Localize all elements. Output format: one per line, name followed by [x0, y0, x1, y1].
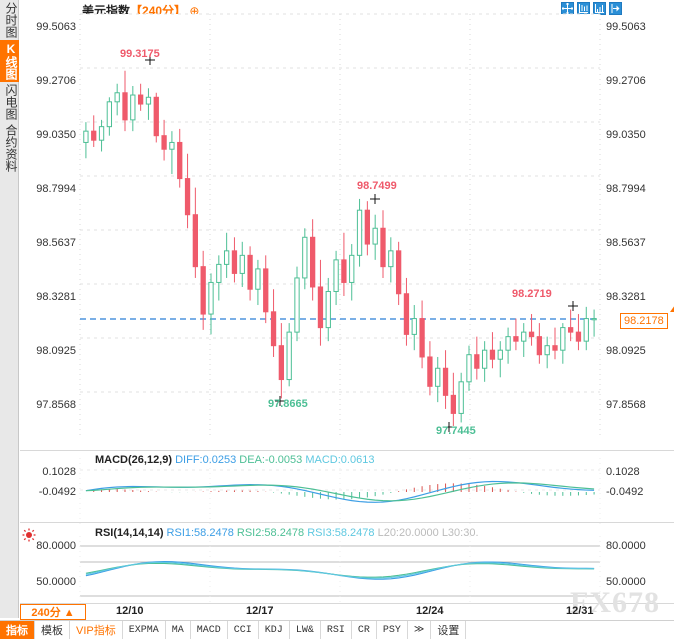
bottom-item-ma[interactable]: MA	[166, 621, 191, 639]
price-axis-right-label: 98.0925	[606, 345, 646, 357]
bottom-item-lwr[interactable]: LW&	[290, 621, 321, 639]
low-marker-1	[275, 396, 285, 406]
chart-align-icon[interactable]	[593, 2, 606, 15]
price-axis-left-label: 98.5637	[36, 237, 76, 249]
price-chart-plot[interactable]	[20, 0, 674, 450]
date-label: 12/10	[116, 605, 144, 617]
bottom-item-settings[interactable]: 设置	[431, 621, 467, 639]
add-indicator-icon[interactable]: ⊕	[189, 4, 200, 18]
price-axis-right-label: 99.5063	[606, 21, 646, 33]
annotation-high-2: 98.7499	[357, 180, 397, 192]
rsi-l30-value: L30:30.	[441, 527, 479, 539]
high-marker-2	[370, 194, 380, 204]
bottom-item-vip-indicator[interactable]: VIP指标	[70, 621, 123, 639]
date-label: 12/24	[416, 605, 444, 617]
macd-name: MACD(26,12,9)	[95, 454, 173, 466]
annotation-high-1: 99.3175	[120, 48, 160, 60]
brightness-sun-icon[interactable]	[22, 528, 36, 542]
sidebar-item-lightning-chart[interactable]: 闪电图	[4, 84, 18, 120]
chart-toolbar	[561, 2, 622, 15]
macd-axis-left-label: -0.0492	[38, 486, 76, 498]
sidebar-item-contract-info[interactable]: 合约资料	[4, 124, 18, 172]
macd-axis-right-label: 0.1028	[606, 466, 640, 478]
chart-expand-icon[interactable]	[609, 2, 622, 15]
bottom-item-kdj[interactable]: KDJ	[259, 621, 290, 639]
annotation-low-2: 97.7445	[436, 425, 476, 437]
rsi-axis-right-label: 80.0000	[606, 540, 646, 552]
date-axis: 12/10 12/17 12/24 12/31	[20, 605, 674, 620]
bottom-toolbar: 指标 模板 VIP指标 EXPMA MA MACD CCI KDJ LW& RS…	[0, 620, 674, 639]
macd-axis-left-label: 0.1028	[42, 466, 76, 478]
macd-header: MACD(26,12,9) DIFF:0.0253 DEA:-0.0053 MA…	[95, 454, 374, 466]
price-axis-left-label: 99.2706	[36, 75, 76, 87]
bottom-item-psy[interactable]: PSY	[377, 621, 408, 639]
rsi2-value: RSI2:58.2478	[236, 527, 305, 539]
last-price-badge: 98.2178	[620, 313, 668, 329]
chart-container: 美元指数【240分】 ⊕	[20, 0, 674, 618]
price-axis-left-label: 97.8568	[36, 399, 76, 411]
bottom-item-indicator[interactable]: 指标	[0, 621, 35, 639]
crosshair-icon[interactable]	[561, 2, 574, 15]
price-axis-left-label: 98.7994	[36, 183, 76, 195]
bottom-item-macd[interactable]: MACD	[191, 621, 228, 639]
price-axis-right-label: 98.3281	[606, 291, 646, 303]
sidebar-item-time-chart[interactable]: 分时图	[4, 2, 18, 38]
rsi-plot[interactable]	[20, 522, 674, 604]
panel-divider	[20, 603, 674, 604]
bottom-item-cci[interactable]: CCI	[228, 621, 259, 639]
low-marker-2	[444, 422, 454, 432]
high-marker-3	[568, 301, 578, 311]
macd-diff-value: DIFF:0.0253	[175, 454, 237, 466]
macd-plot[interactable]	[20, 450, 674, 530]
rsi-axis-left-label: 80.0000	[36, 540, 76, 552]
price-axis-left-label: 99.0350	[36, 129, 76, 141]
date-label: 12/17	[246, 605, 274, 617]
chart-scale-icon[interactable]	[577, 2, 590, 15]
price-axis-left-label: 98.3281	[36, 291, 76, 303]
bottom-item-template[interactable]: 模板	[35, 621, 70, 639]
bottom-item-cr[interactable]: CR	[352, 621, 377, 639]
rsi-l20-value: L20:20.0000	[377, 527, 439, 539]
period-badge[interactable]: 240分 ▲	[20, 604, 86, 620]
high-marker-1	[145, 55, 155, 65]
macd-axis-right-label: -0.0492	[606, 486, 644, 498]
bottom-item-rsi[interactable]: RSI	[321, 621, 352, 639]
date-label: 12/31	[566, 605, 594, 617]
price-axis-right-label: 98.7994	[606, 183, 646, 195]
left-sidebar: 分时图 K线图 闪电图 合约资料	[0, 0, 19, 618]
annotation-high-3: 98.2719	[512, 288, 552, 300]
rsi-name: RSI(14,14,14)	[95, 527, 164, 539]
bottom-item-more[interactable]: ≫	[408, 621, 432, 639]
macd-hist-value: MACD:0.0613	[305, 454, 375, 466]
annotation-low-1: 97.8665	[268, 398, 308, 410]
rsi-axis-left-label: 50.0000	[36, 576, 76, 588]
price-axis-right-label: 99.0350	[606, 129, 646, 141]
price-axis-right-label: 97.8568	[606, 399, 646, 411]
macd-dea-value: DEA:-0.0053	[239, 454, 303, 466]
sidebar-item-kline-chart[interactable]: K线图	[0, 40, 19, 82]
price-axis-right-label: 98.5637	[606, 237, 646, 249]
rsi-axis-right-label: 50.0000	[606, 576, 646, 588]
price-axis-left-label: 98.0925	[36, 345, 76, 357]
price-axis-right-label: 99.2706	[606, 75, 646, 87]
bottom-item-expma[interactable]: EXPMA	[123, 621, 166, 639]
rsi1-value: RSI1:58.2478	[166, 527, 234, 539]
rsi3-value: RSI3:58.2478	[307, 527, 375, 539]
last-price-arrow-icon	[670, 305, 674, 312]
price-axis-left-label: 99.5063	[36, 21, 76, 33]
rsi-header: RSI(14,14,14) RSI1:58.2478 RSI2:58.2478 …	[95, 527, 479, 539]
